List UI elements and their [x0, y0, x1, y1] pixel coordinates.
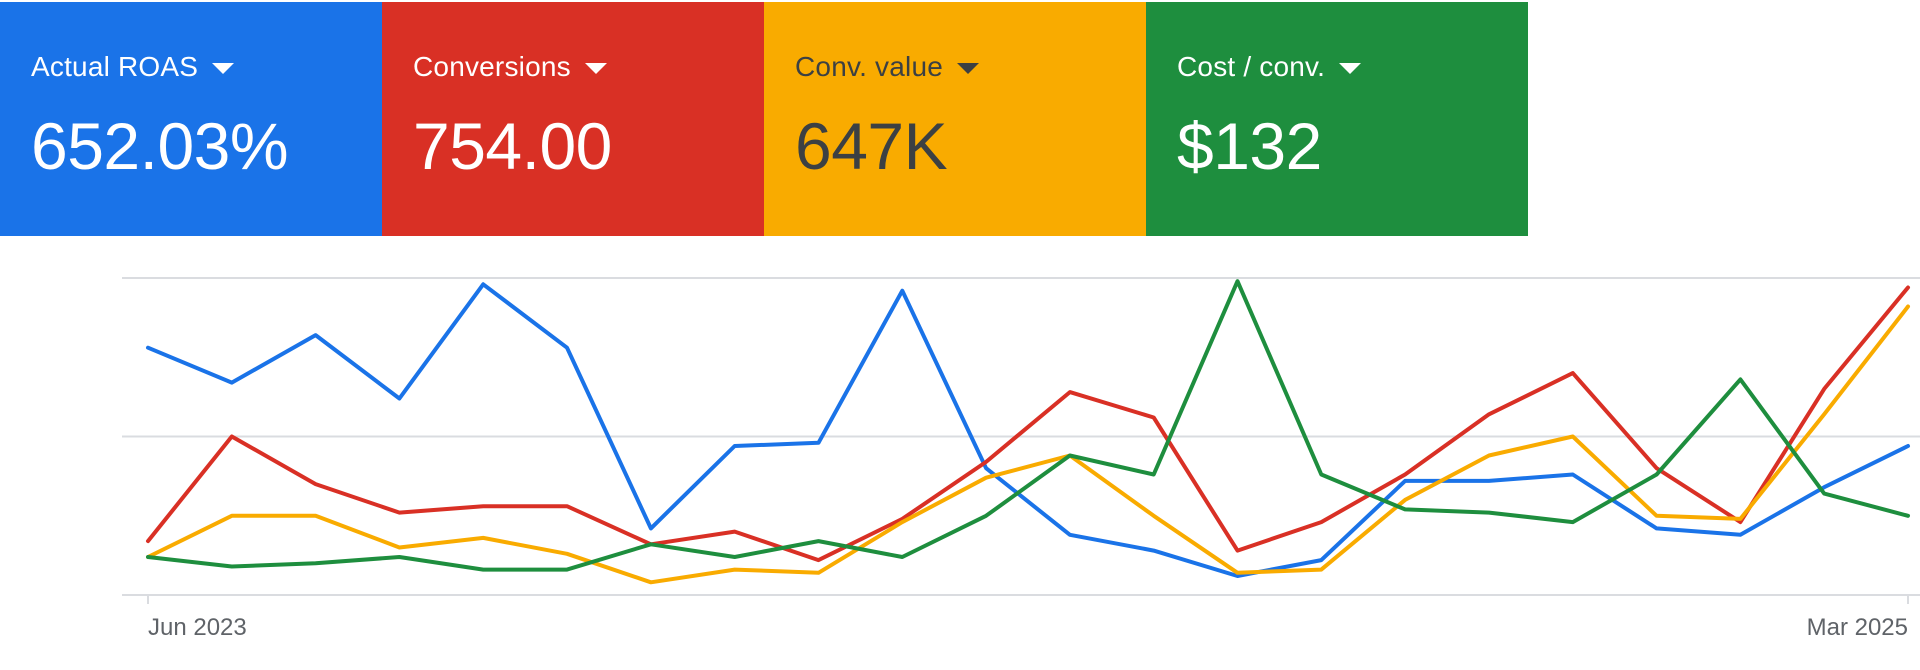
scorecard-label: Conv. value	[795, 51, 943, 82]
scorecard-label: Conversions	[413, 51, 571, 82]
scorecard-conv-value[interactable]: Conv. value 647K	[764, 2, 1146, 236]
chart-series	[146, 279, 1910, 585]
caret-down-icon[interactable]	[212, 63, 235, 74]
scorecard-value: 754.00	[413, 109, 612, 183]
scorecard-header: Cost / conv.	[1177, 48, 1528, 86]
caret-down-icon[interactable]	[956, 63, 979, 74]
scorecard-value: 647K	[795, 109, 948, 183]
caret-down-icon[interactable]	[1339, 63, 1362, 74]
scorecard-conversions[interactable]: Conversions 754.00	[382, 2, 764, 236]
x-tick-label-start: Jun 2023	[148, 614, 247, 641]
series-line-actual-roas	[146, 282, 1910, 578]
scorecard-actual-roas[interactable]: Actual ROAS 652.03%	[0, 2, 382, 236]
scorecard-label: Actual ROAS	[31, 51, 199, 82]
series-line-conv-value	[146, 304, 1910, 585]
caret-down-icon[interactable]	[584, 63, 607, 74]
series-line-cost-per-conv	[146, 279, 1910, 572]
x-axis-ticks: Jun 2023 Mar 2025	[148, 614, 1908, 641]
chart-grid	[122, 277, 1920, 604]
scorecard-value: $132	[1177, 109, 1322, 183]
scorecard-label: Cost / conv.	[1177, 51, 1326, 82]
scorecard-cost-per-conv[interactable]: Cost / conv. $132	[1146, 2, 1528, 236]
scorecard-header: Actual ROAS	[31, 48, 382, 86]
x-tick-label-end: Mar 2025	[1807, 614, 1908, 641]
scorecard-header: Conv. value	[795, 48, 1146, 86]
scorecard-value: 652.03%	[31, 109, 289, 183]
series-line-conversions	[146, 285, 1910, 563]
scorecard-row: Actual ROAS 652.03% Conversions 754.00 C…	[0, 2, 1528, 236]
scorecard-header: Conversions	[413, 48, 764, 86]
